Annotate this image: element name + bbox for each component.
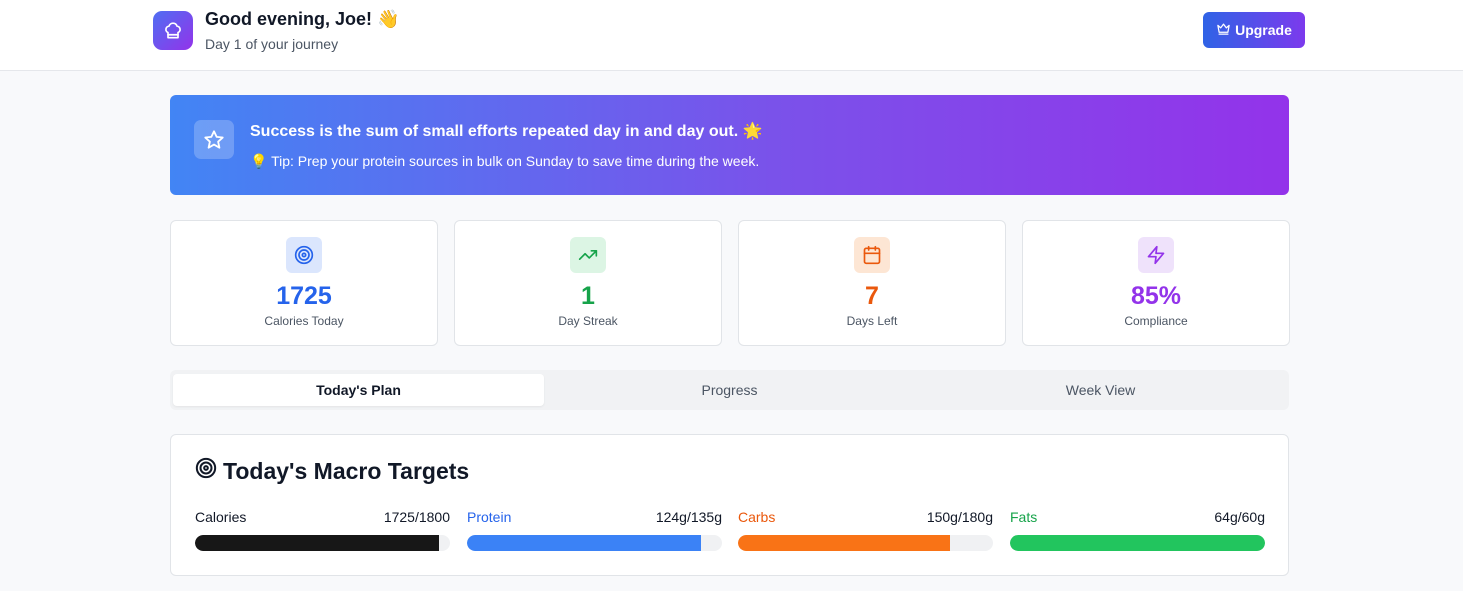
daily-tip: 💡 Tip: Prep your protein sources in bulk… xyxy=(250,153,760,169)
macro-progress-fill xyxy=(467,535,702,551)
tab-progress[interactable]: Progress xyxy=(701,382,758,398)
target-icon xyxy=(286,237,322,273)
stat-card-compliance: 85% Compliance xyxy=(1022,220,1290,346)
macro-name: Fats xyxy=(1010,509,1038,525)
stat-label: Days Left xyxy=(846,314,898,328)
stat-value: 1 xyxy=(581,282,595,310)
calendar-icon xyxy=(854,237,890,273)
macro-targets-heading: Today's Macro Targets xyxy=(195,457,469,485)
macro-amount: 124g/135g xyxy=(655,509,722,525)
stat-label: Day Streak xyxy=(558,314,618,328)
tab-week-view[interactable]: Week View xyxy=(1065,382,1136,398)
macro-progress-fill xyxy=(1010,535,1265,551)
macro-targets-title: Today's Macro Targets xyxy=(223,457,470,484)
star-icon xyxy=(194,120,234,159)
stat-value: 1725 xyxy=(276,282,332,310)
macro-amount: 64g/60g xyxy=(1214,509,1265,525)
stat-label: Compliance xyxy=(1124,314,1188,328)
macro-targets-card: Today's Macro Targets Calories 1725/1800… xyxy=(170,434,1289,576)
app-header: Good evening, Joe! 👋 Day 1 of your journ… xyxy=(0,0,1463,71)
macro-amount: 150g/180g xyxy=(926,509,993,525)
macro-name: Calories xyxy=(195,509,247,525)
view-tabs: Today's Plan Progress Week View xyxy=(170,370,1289,410)
tab-todays-plan[interactable]: Today's Plan xyxy=(173,374,544,406)
macro-progress-fill xyxy=(738,535,951,551)
macro-progress-track xyxy=(195,535,450,551)
greeting-title: Good evening, Joe! 👋 xyxy=(205,9,400,29)
upgrade-label: Upgrade xyxy=(1235,22,1292,38)
motivation-quote: Success is the sum of small efforts repe… xyxy=(250,123,763,140)
lightning-icon xyxy=(1138,237,1174,273)
macro-progress-fill xyxy=(195,535,440,551)
macro-name: Carbs xyxy=(738,509,776,525)
macro-progress-track xyxy=(467,535,722,551)
macro-amount: 1725/1800 xyxy=(383,509,450,525)
journey-subtitle: Day 1 of your journey xyxy=(205,36,339,52)
stat-value: 7 xyxy=(865,282,879,310)
crown-icon xyxy=(1216,21,1231,39)
stat-card-calories: 1725 Calories Today xyxy=(170,220,438,346)
trending-up-icon xyxy=(570,237,606,273)
macro-name: Protein xyxy=(467,509,512,525)
macro-progress-track xyxy=(738,535,993,551)
stat-value: 85% xyxy=(1130,282,1182,310)
upgrade-button[interactable]: Upgrade xyxy=(1203,12,1305,48)
stat-card-streak: 1 Day Streak xyxy=(454,220,722,346)
stat-label: Calories Today xyxy=(264,314,344,328)
chef-hat-logo-icon xyxy=(153,11,193,50)
stat-card-days-left: 7 Days Left xyxy=(738,220,1006,346)
target-icon xyxy=(195,457,217,485)
motivation-banner: Success is the sum of small efforts repe… xyxy=(170,95,1289,195)
macro-progress-track xyxy=(1010,535,1265,551)
